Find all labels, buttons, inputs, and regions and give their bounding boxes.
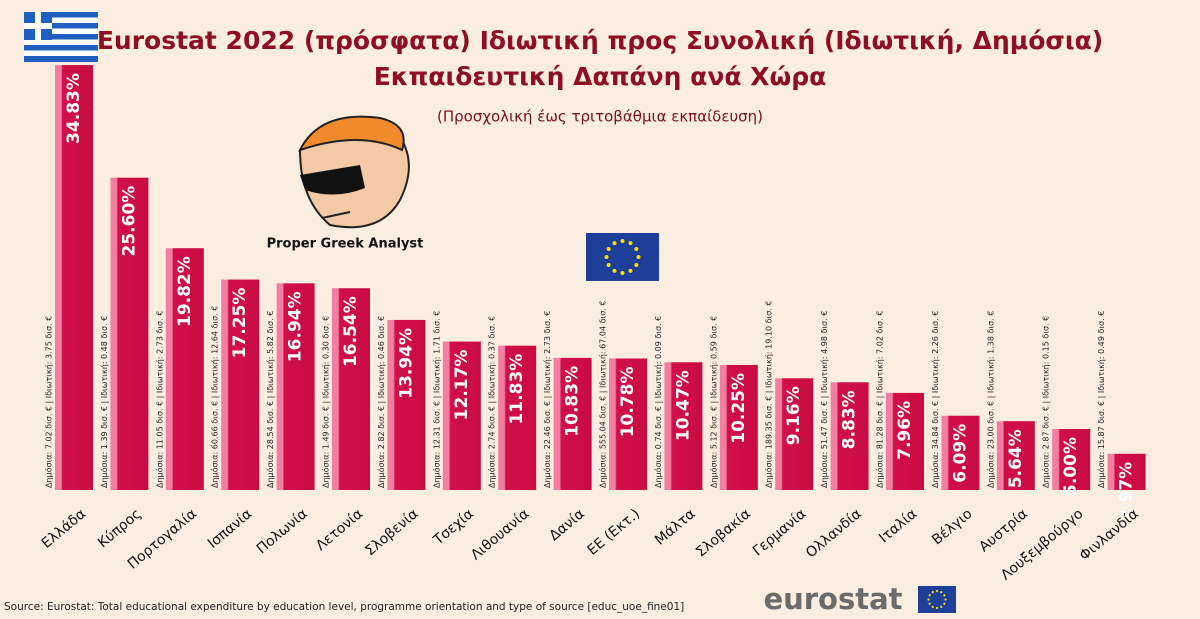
value-label: 16.94% — [286, 291, 306, 362]
star — [940, 605, 943, 608]
bar — [830, 382, 869, 490]
annotation: Δημόσια: 7.02 δισ. € | Ιδιωτική: 3.75 δι… — [44, 316, 54, 488]
chart-title: Εκπαιδευτική Δαπάνη ανά Χώρα — [374, 62, 827, 91]
annotation: Δημόσια: 0.74 δισ. € | Ιδιωτική: 0.09 δι… — [653, 316, 663, 488]
star — [604, 255, 609, 259]
annotation: Δημόσια: 22.46 δισ. € | Ιδιωτική: 2.73 δ… — [542, 311, 552, 488]
annotation: Δημόσια: 11.05 δισ. € | Ιδιωτική: 2.73 δ… — [154, 311, 164, 488]
bar — [387, 319, 426, 490]
value-label: 10.25% — [729, 373, 749, 444]
annotation: Δημόσια: 1.49 δισ. € | Ιδιωτική: 0.30 δι… — [321, 316, 331, 488]
star — [628, 268, 633, 273]
caption: Proper Greek Analyst — [267, 237, 424, 252]
value-label: 19.82% — [175, 256, 195, 327]
cartoon: Proper Greek Analyst — [267, 115, 424, 252]
annotation: Δημόσια: 81.28 δισ. € | Ιδιωτική: 7.02 δ… — [875, 311, 885, 488]
star — [612, 268, 617, 273]
bar — [332, 288, 370, 490]
bar — [609, 358, 647, 490]
value-label: 9.16% — [784, 386, 804, 445]
value-label: 8.83% — [840, 390, 860, 449]
star — [935, 606, 939, 610]
value-label: 34.83% — [64, 73, 84, 144]
bar — [442, 341, 481, 490]
value-label: 2.97% — [1117, 462, 1137, 521]
chart-subtitle: (Προσχολική έως τριτοβάθμια εκπαίδευση) — [437, 108, 763, 126]
bar — [941, 415, 980, 490]
star — [634, 247, 639, 251]
value-label: 25.60% — [119, 186, 139, 257]
bar — [1107, 453, 1146, 490]
annotation: Δημόσια: 555.04 δισ. € | Ιδιωτική: 67.04… — [598, 301, 608, 488]
star — [943, 602, 946, 605]
value-label: 5.64% — [1006, 429, 1026, 488]
star — [634, 263, 639, 267]
star — [636, 255, 641, 259]
logo: eurostat — [763, 582, 956, 616]
annotation: Δημόσια: 28.54 δισ. € | Ιδιωτική: 5.82 δ… — [265, 311, 275, 488]
annotation: Δημόσια: 2.74 δισ. € | Ιδιωτική: 0.37 δι… — [487, 316, 497, 488]
bar — [719, 364, 758, 490]
star — [928, 602, 931, 605]
value-label: 16.54% — [341, 296, 361, 367]
annotation: Δημόσια: 12.31 δισ. € | Ιδιωτική: 1.71 δ… — [431, 311, 441, 488]
value-label: 7.96% — [895, 401, 915, 460]
value-label: 12.17% — [452, 350, 472, 421]
annotation: Δημόσια: 5.12 δισ. € | Ιδιωτική: 0.59 δι… — [708, 316, 718, 488]
value-label: 13.94% — [396, 328, 416, 399]
annotation: Δημόσια: 34.84 δισ. € | Ιδιωτική: 2.26 δ… — [930, 311, 940, 488]
star — [944, 598, 947, 601]
star — [620, 271, 625, 275]
star — [931, 605, 934, 608]
star — [927, 598, 930, 601]
annotation: Δημόσια: 1.39 δισ. € | Ιδιωτική: 0.48 δι… — [99, 316, 109, 488]
star — [628, 241, 633, 246]
star — [928, 594, 931, 597]
value-label: 5.00% — [1061, 437, 1081, 496]
star — [606, 263, 611, 267]
bar — [775, 378, 814, 490]
bar — [276, 283, 315, 490]
greek-flag — [24, 12, 98, 62]
star — [935, 589, 939, 593]
annotation: Δημόσια: 2.87 δισ. € | Ιδιωτική: 0.15 δι… — [1041, 316, 1051, 488]
bar — [165, 248, 204, 490]
source: Source: Eurostat: Total educational expe… — [4, 601, 684, 613]
annotation: Δημόσια: 23.00 δισ. € | Ιδιωτική: 1.38 δ… — [985, 311, 995, 488]
value-label: 6.09% — [950, 424, 970, 483]
bar — [221, 279, 260, 490]
bar — [1052, 429, 1091, 490]
bar — [664, 362, 703, 490]
bar — [498, 345, 537, 490]
bar — [996, 421, 1035, 490]
bar — [55, 65, 93, 490]
star — [620, 239, 625, 243]
annotation: Δημόσια: 60.66 δισ. € | Ιδιωτική: 12.64 … — [210, 306, 220, 488]
value-label: 10.83% — [563, 366, 583, 437]
annotation: Δημόσια: 2.82 δισ. € | Ιδιωτική: 0.46 δι… — [376, 316, 386, 488]
annotation: Δημόσια: 15.87 δισ. € | Ιδιωτική: 0.49 δ… — [1096, 311, 1106, 488]
star — [612, 241, 617, 246]
star — [606, 247, 611, 251]
star — [940, 591, 943, 594]
bar — [110, 177, 149, 490]
value-label: 10.78% — [618, 366, 638, 437]
value-label: 11.83% — [507, 354, 527, 425]
bar — [553, 357, 592, 490]
logo-text: eurostat — [763, 582, 902, 616]
star — [943, 594, 946, 597]
star — [931, 591, 934, 594]
annotation: Δημόσια: 189.35 δισ. € | Ιδιωτική: 19.10… — [764, 301, 774, 488]
value-label: 10.47% — [673, 370, 693, 441]
chart-title: Eurostat 2022 (πρόσφατα) Ιδιωτική προς Σ… — [97, 26, 1103, 55]
value-label: 17.25% — [230, 288, 250, 359]
annotation: Δημόσια: 51.47 δισ. € | Ιδιωτική: 4.98 δ… — [819, 311, 829, 488]
bar — [886, 392, 924, 490]
